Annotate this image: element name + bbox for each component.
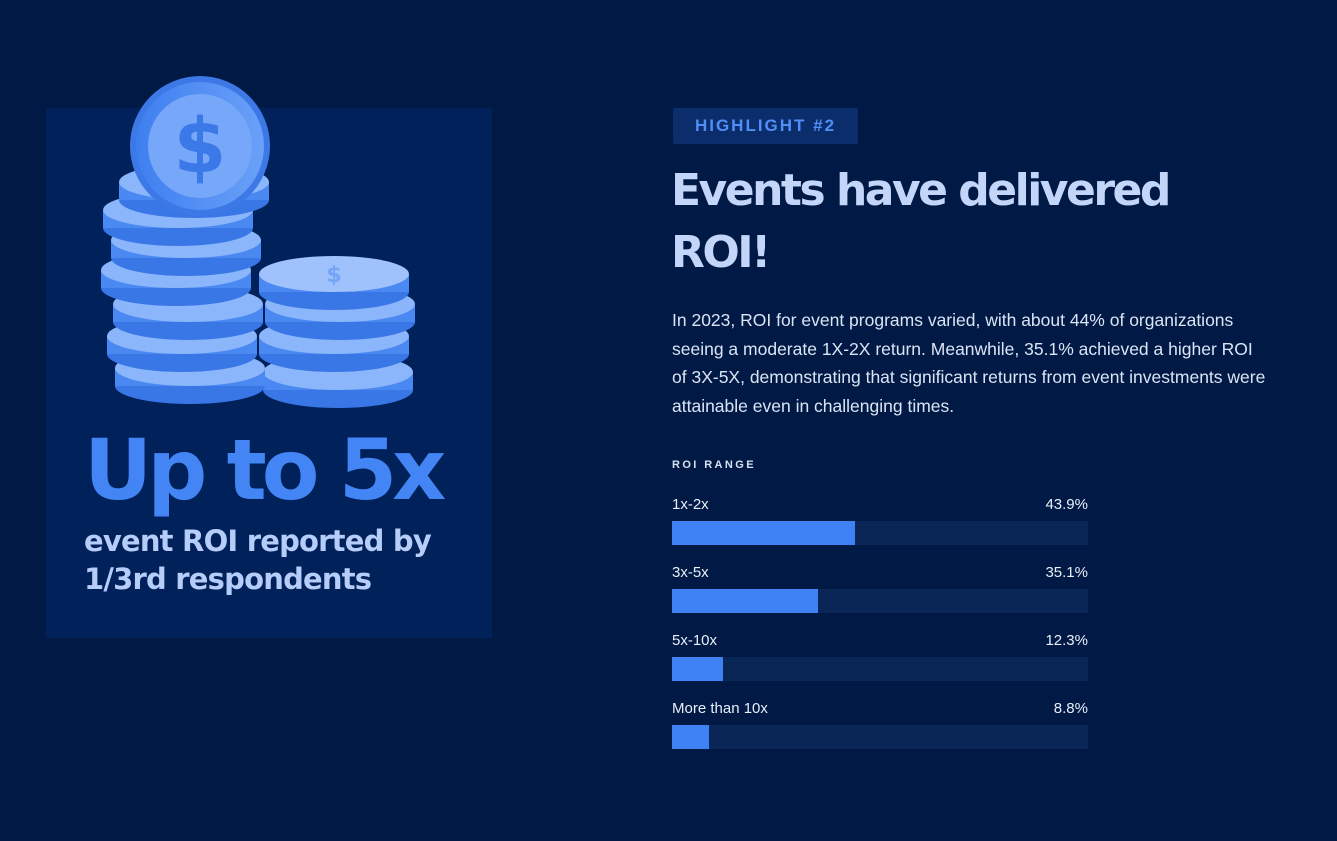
bar-track	[672, 589, 1088, 613]
bar-row: 3x-5x 35.1%	[672, 562, 1088, 630]
bar-row: More than 10x 8.8%	[672, 698, 1088, 766]
body-text: In 2023, ROI for event programs varied, …	[672, 310, 1266, 416]
headline: Events have delivered ROI!	[671, 165, 1171, 278]
roi-bar-chart: 1x-2x 43.9% 3x-5x 35.1% 5x-10x 12.3% Mor…	[672, 494, 1088, 766]
bar-row: 5x-10x 12.3%	[672, 630, 1088, 698]
dollar-coin-stack-icon: $	[101, 76, 415, 408]
bar-value-label: 8.8%	[1053, 700, 1088, 717]
bar-category-label: 5x-10x	[672, 632, 718, 649]
bar	[672, 657, 724, 681]
big-stat: Up to 5x	[84, 421, 446, 519]
bar-row: 1x-2x 43.9%	[672, 494, 1088, 562]
bar-value-label: 35.1%	[1045, 564, 1088, 581]
svg-text:$: $	[174, 101, 227, 190]
highlight-badge: HIGHLIGHT #2	[673, 108, 858, 144]
bar-category-label: 1x-2x	[672, 496, 709, 513]
bar	[672, 521, 855, 545]
bar-category-label: 3x-5x	[672, 564, 709, 581]
highlight-card: $	[46, 76, 492, 638]
bar-track	[672, 657, 1088, 681]
bar-track	[672, 725, 1088, 749]
svg-text:$: $	[326, 263, 341, 288]
stat-caption: event ROI reported by 1/3rd respondents	[84, 524, 432, 596]
chart-title: ROI RANGE	[672, 459, 756, 471]
bar-value-label: 12.3%	[1045, 632, 1088, 649]
bar-category-label: More than 10x	[672, 700, 768, 717]
bar	[672, 589, 819, 613]
bar-value-label: 43.9%	[1045, 496, 1088, 513]
bar-track	[672, 521, 1088, 545]
bar	[672, 725, 709, 749]
